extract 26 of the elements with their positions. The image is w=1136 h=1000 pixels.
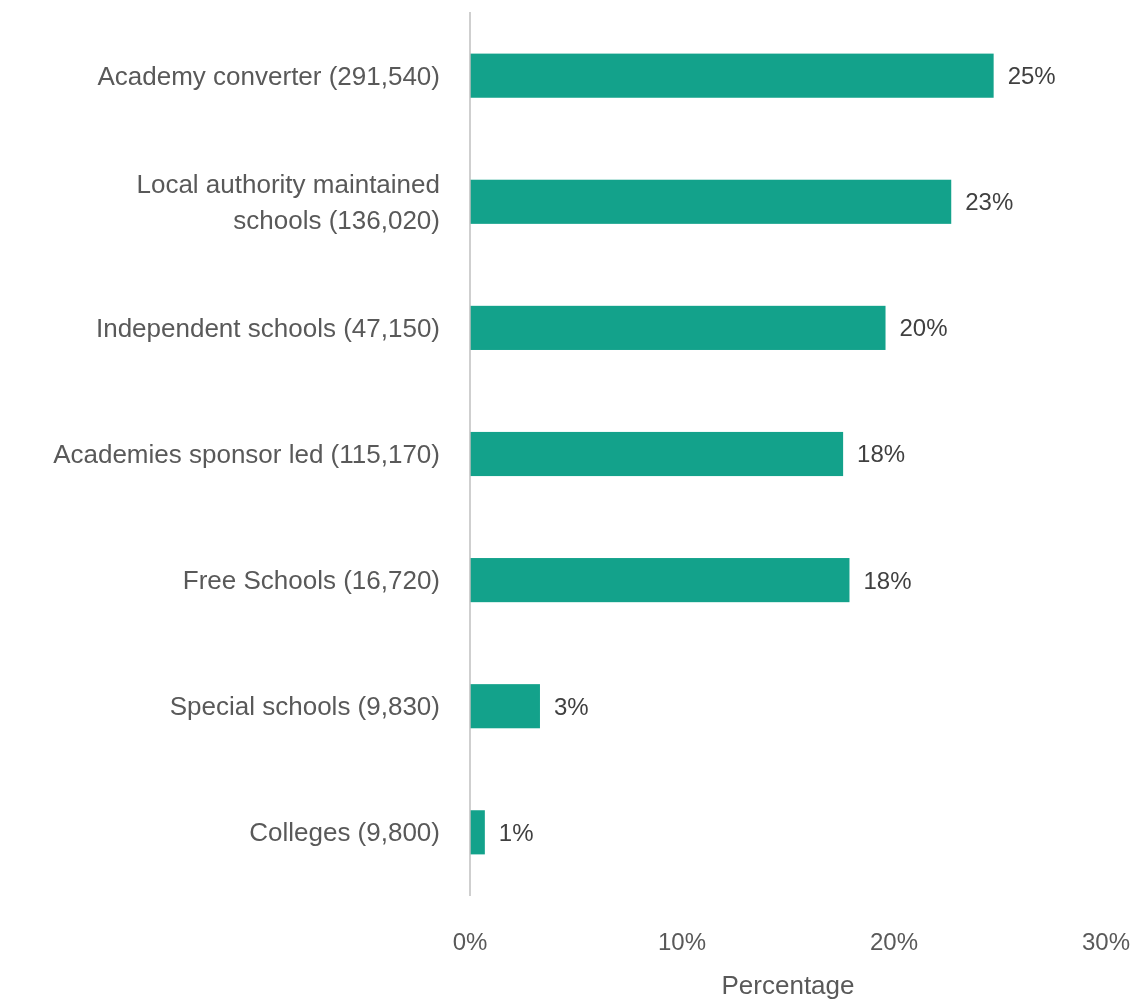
x-tick-label: 20%	[869, 928, 919, 955]
data-label: 20%	[899, 314, 948, 342]
bar	[470, 53, 994, 98]
data-label: 18%	[857, 440, 906, 468]
data-label: 25%	[1007, 62, 1056, 90]
bar	[470, 179, 952, 224]
data-label: 18%	[863, 566, 912, 594]
x-tick-label: 0%	[452, 928, 488, 955]
data-label: 1%	[498, 818, 534, 846]
bar	[470, 684, 540, 729]
x-tick-label: 30%	[1081, 928, 1131, 955]
bar	[470, 810, 485, 855]
bar	[470, 305, 886, 350]
y-tick-label: Colleges (9,800)	[249, 817, 440, 848]
data-label: 23%	[965, 188, 1014, 216]
y-tick-label: Local authority maintained schools (136,020)	[136, 168, 440, 235]
x-axis-title: Percentage	[721, 970, 855, 1000]
bar	[470, 558, 850, 603]
y-tick-label: Independent schools (47,150)	[95, 312, 440, 343]
y-tick-label: Special schools (9,830)	[169, 691, 440, 722]
data-label: 3%	[553, 692, 589, 720]
bar	[470, 431, 844, 477]
x-tick-label: 10%	[657, 928, 707, 955]
y-tick-label: Academy converter (291,540)	[97, 60, 440, 91]
y-tick-label: Academies sponsor led (115,170)	[53, 439, 440, 470]
y-tick-label: Free Schools (16,720)	[182, 565, 440, 596]
